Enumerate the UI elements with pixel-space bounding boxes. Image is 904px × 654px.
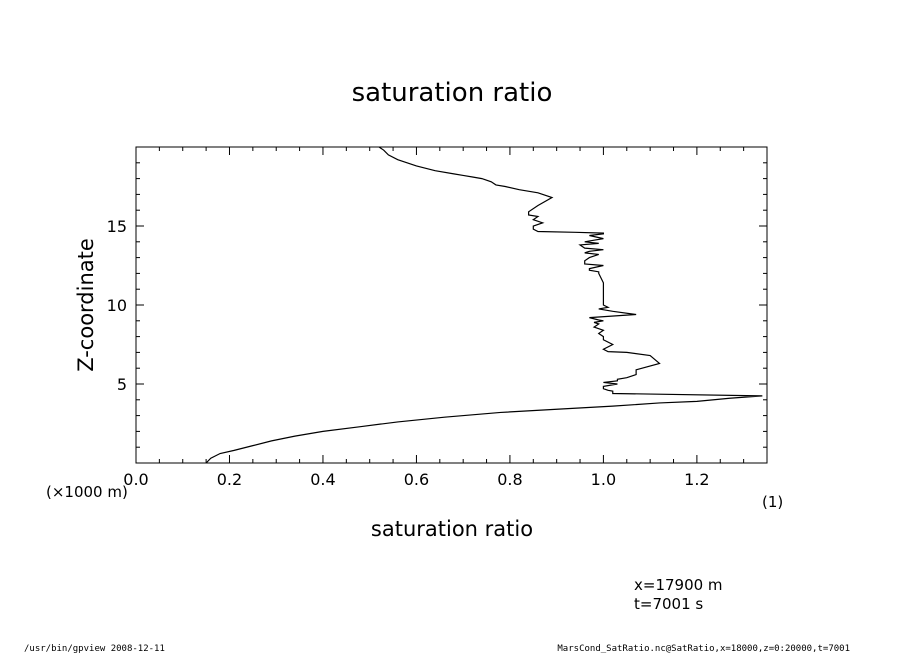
series-line [205, 146, 763, 464]
footer-right: MarsCond_SatRatio.nc@SatRatio,x=18000,z=… [557, 644, 850, 654]
y-tick-label: 10 [107, 296, 127, 315]
x-tick-labels: 0.0 0.2 0.4 0.6 0.8 1.0 1.2 [123, 470, 709, 489]
chart-title: saturation ratio [352, 78, 553, 108]
y-tick-label: 5 [117, 375, 127, 394]
y-tick-label: 15 [107, 217, 127, 236]
x-tick-label: 0.4 [310, 470, 335, 489]
x-tick-label: 0.8 [497, 470, 522, 489]
x-tick-label: 0.2 [217, 470, 242, 489]
x-unit-label: (1) [762, 493, 783, 511]
axis-ticks [135, 146, 768, 464]
x-tick-label: 0.6 [404, 470, 429, 489]
x-tick-label: 0.0 [123, 470, 148, 489]
y-tick-labels: 5 10 15 [107, 217, 127, 394]
footer-left: /usr/bin/gpview 2008-12-11 [24, 644, 165, 654]
x-axis-label: saturation ratio [371, 517, 533, 541]
annotation-t: t=7001 s [634, 595, 703, 613]
x-tick-label: 1.2 [684, 470, 709, 489]
y-unit-label: (×1000 m) [46, 483, 128, 501]
x-tick-label: 1.0 [591, 470, 616, 489]
y-axis-label: Z-coordinate [74, 238, 98, 372]
plot-frame [135, 146, 768, 464]
annotation-x: x=17900 m [634, 576, 723, 594]
